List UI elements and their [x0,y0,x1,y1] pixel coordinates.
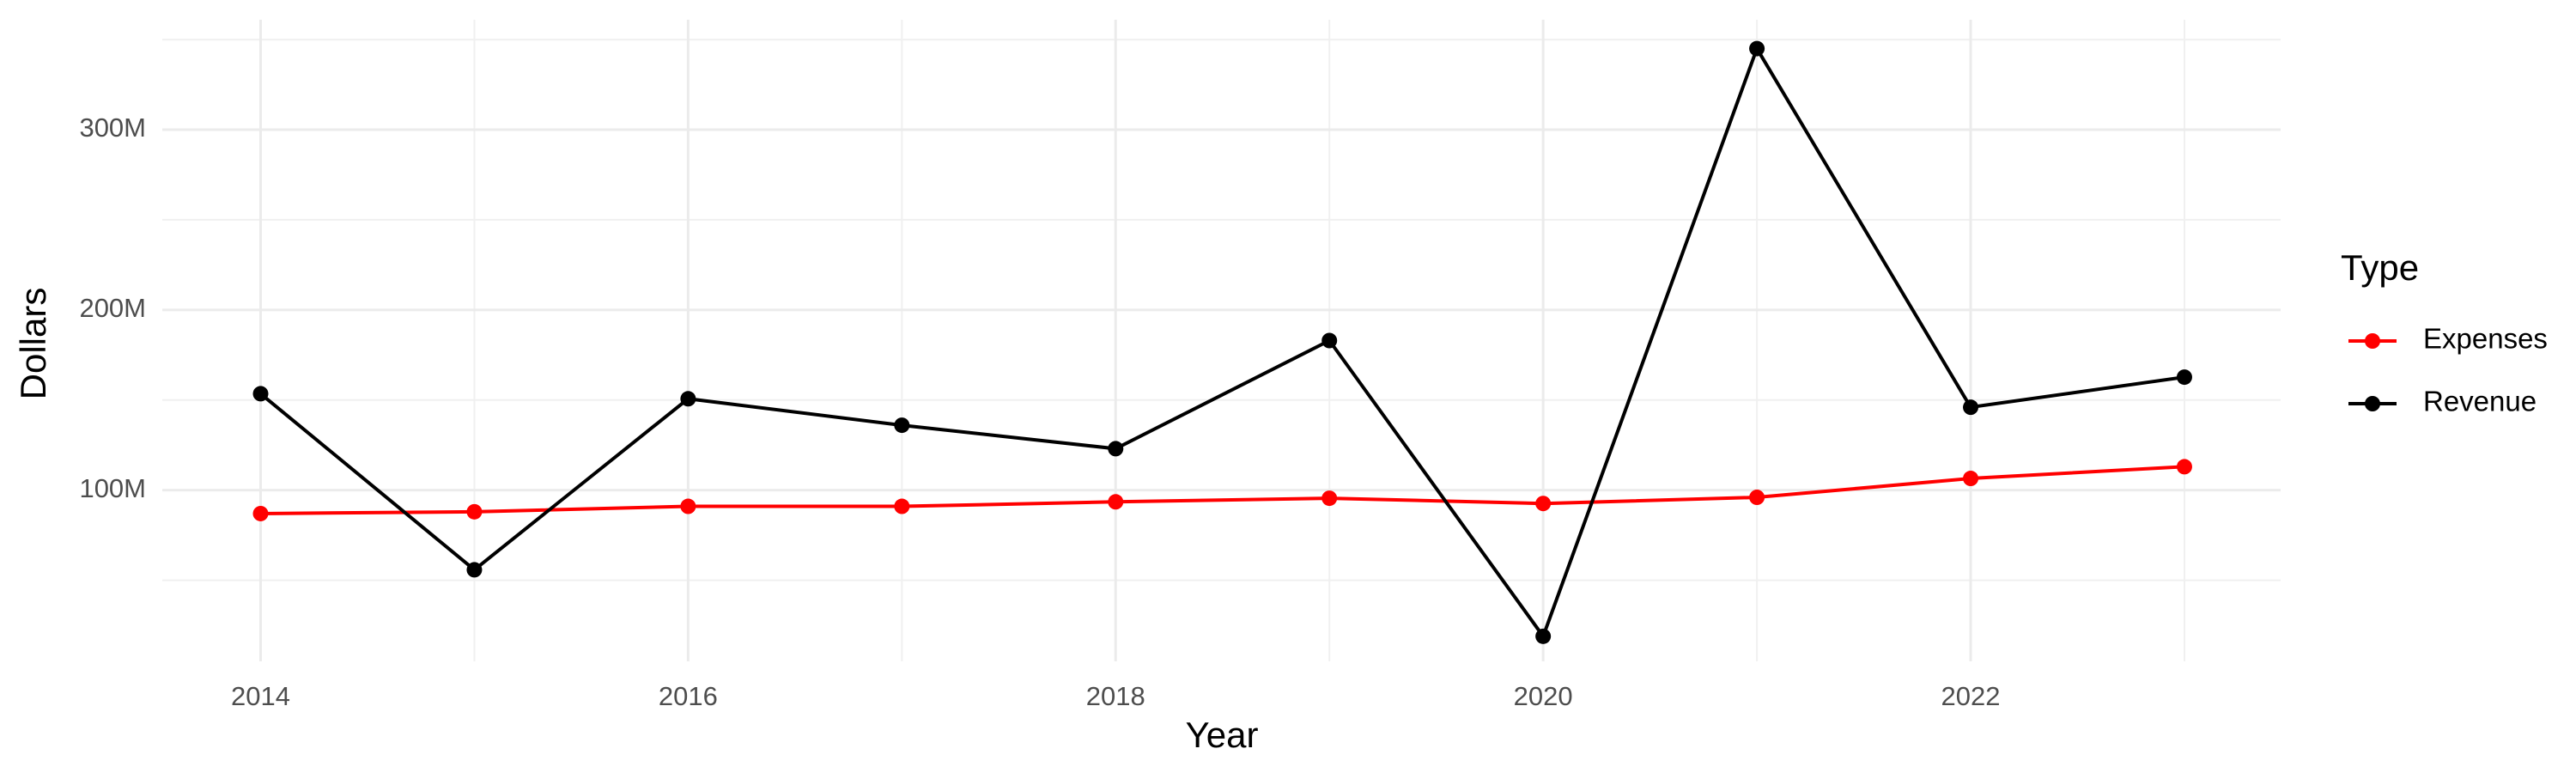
x-tick-label: 2018 [1086,681,1145,711]
legend-point [2365,333,2380,349]
point [1535,496,1552,512]
x-tick-label: 2016 [659,681,718,711]
y-tick-label: 100M [79,473,146,503]
point [1749,40,1765,57]
x-axis-title: Year [1186,715,1259,755]
legend-label: Expenses [2423,323,2548,355]
line [260,465,2185,515]
x-tick-label: 2020 [1514,681,1573,711]
point [1963,471,1979,487]
y-tick-label: 300M [79,113,146,143]
point [466,562,483,578]
point [466,503,483,520]
y-axis-title: Dollars [13,288,53,400]
series [252,40,2192,644]
legend-point [2365,396,2380,411]
point [680,391,696,407]
legend-title: Type [2341,247,2419,288]
point [252,386,269,402]
point [1108,494,1124,510]
point [1321,490,1338,507]
point [1749,490,1765,506]
point [1321,332,1338,349]
line [259,44,2185,641]
point [894,498,910,514]
point [1963,399,1979,416]
point [2176,459,2192,475]
x-tick-label: 2022 [1941,681,2001,711]
y-tick-label: 200M [79,293,146,323]
point [680,498,696,514]
point [1535,628,1552,644]
series [252,459,2192,521]
x-tick-label: 2014 [231,681,290,711]
point [894,417,910,434]
point [1108,441,1124,457]
point [2176,369,2192,386]
point [252,505,269,521]
legend-label: Revenue [2423,386,2537,417]
grid [162,20,2281,661]
